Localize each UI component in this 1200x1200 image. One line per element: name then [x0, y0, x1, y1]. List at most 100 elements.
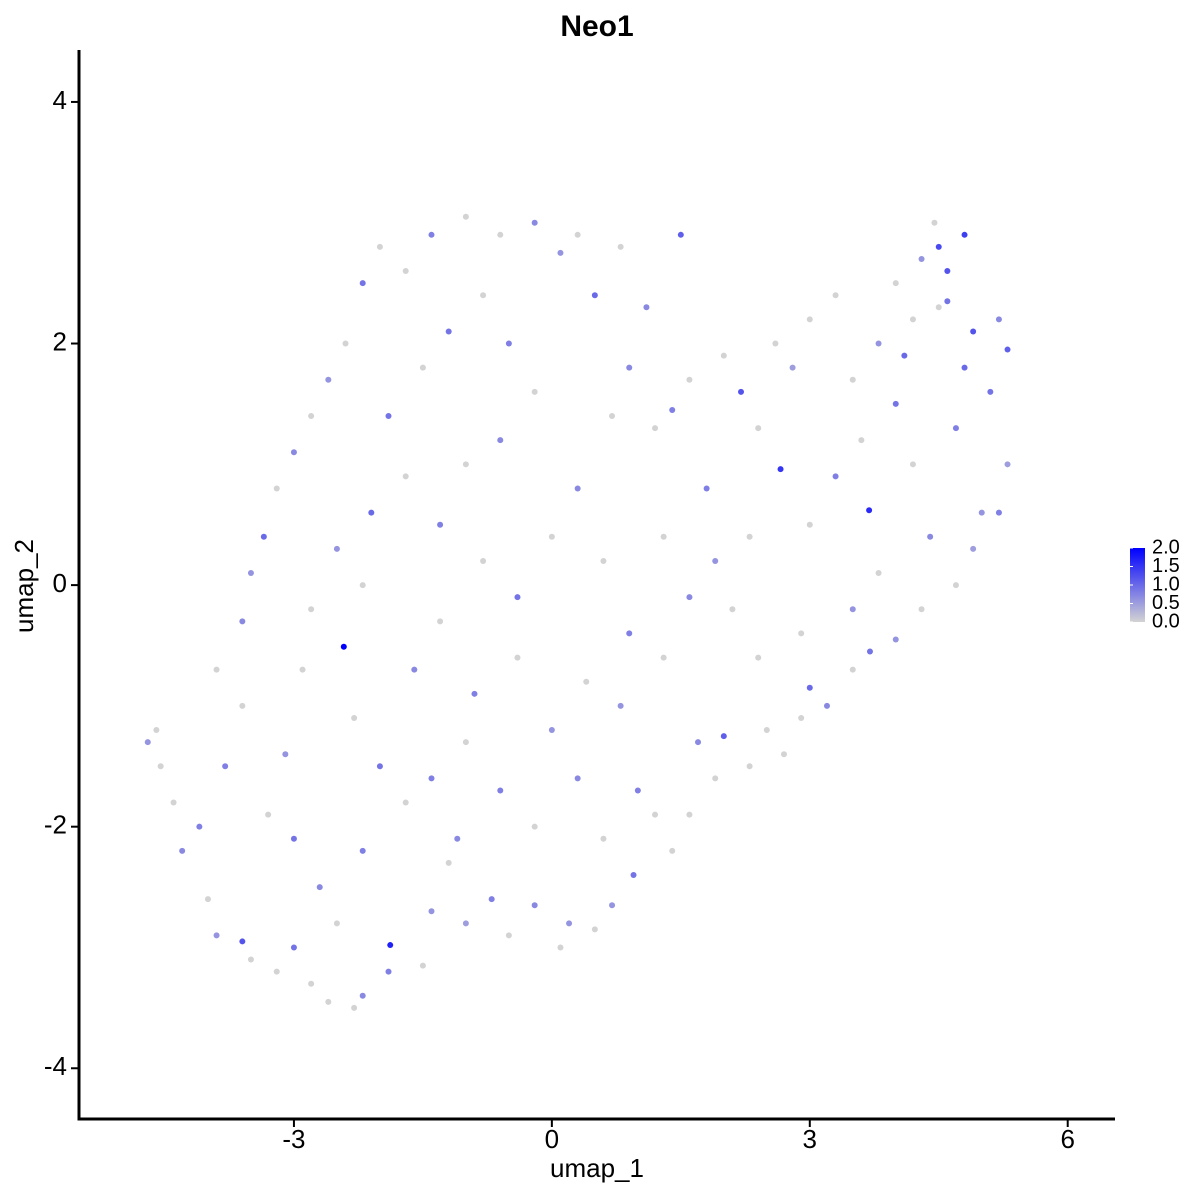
point: [514, 654, 521, 661]
point: [617, 243, 624, 250]
point: [652, 425, 659, 432]
point: [970, 328, 977, 335]
point: [333, 545, 340, 552]
point: [153, 727, 160, 734]
point: [626, 630, 633, 637]
chart-title: Neo1: [560, 10, 633, 43]
point: [777, 466, 784, 473]
point: [832, 292, 839, 299]
point: [316, 884, 323, 891]
point: [738, 388, 745, 395]
point: [351, 1004, 358, 1011]
y-tick-label: -2: [44, 810, 67, 840]
point: [557, 944, 564, 951]
point: [626, 364, 633, 371]
point: [265, 811, 272, 818]
point: [376, 243, 383, 250]
point: [798, 714, 805, 721]
point: [931, 219, 938, 226]
colorbar-tick-label: 1.5: [1152, 555, 1180, 577]
y-tick-label: 0: [53, 568, 67, 598]
point: [634, 787, 641, 794]
point: [514, 594, 521, 601]
x-tick-label: 6: [1060, 1124, 1074, 1154]
point: [1004, 346, 1011, 353]
point: [325, 376, 332, 383]
point: [247, 570, 254, 577]
point: [609, 902, 616, 909]
point: [927, 533, 934, 540]
point: [669, 847, 676, 854]
point: [204, 896, 211, 903]
point: [695, 739, 702, 746]
point: [376, 763, 383, 770]
point: [961, 231, 968, 238]
point: [660, 533, 667, 540]
point: [574, 485, 581, 492]
point: [600, 835, 607, 842]
point: [340, 643, 347, 650]
point: [609, 412, 616, 419]
point: [531, 902, 538, 909]
point: [462, 920, 469, 927]
point: [273, 968, 280, 975]
point: [411, 666, 418, 673]
point: [944, 268, 951, 275]
point: [995, 509, 1002, 516]
point: [308, 412, 315, 419]
point: [239, 618, 246, 625]
point: [445, 328, 452, 335]
point: [746, 533, 753, 540]
point: [970, 545, 977, 552]
point: [720, 352, 727, 359]
point: [454, 835, 461, 842]
point: [780, 751, 787, 758]
point: [462, 739, 469, 746]
point: [428, 908, 435, 915]
colorbar-tick-label: 1.0: [1152, 573, 1180, 595]
point: [290, 835, 297, 842]
point: [359, 847, 366, 854]
x-tick-label: 3: [803, 1124, 817, 1154]
point: [385, 412, 392, 419]
point: [445, 859, 452, 866]
point: [875, 570, 882, 577]
point: [798, 630, 805, 637]
point: [755, 654, 762, 661]
point: [806, 316, 813, 323]
point: [978, 509, 985, 516]
point: [763, 727, 770, 734]
point: [849, 666, 856, 673]
point: [918, 255, 925, 262]
point: [359, 992, 366, 999]
x-axis-label: umap_1: [550, 1153, 644, 1183]
point: [935, 304, 942, 311]
y-tick-label: 2: [53, 326, 67, 356]
point: [471, 690, 478, 697]
point: [488, 896, 495, 903]
point: [591, 926, 598, 933]
point: [987, 388, 994, 395]
point: [359, 582, 366, 589]
point: [892, 400, 899, 407]
point: [574, 775, 581, 782]
point: [196, 823, 203, 830]
point: [712, 557, 719, 564]
point: [531, 388, 538, 395]
point: [909, 461, 916, 468]
point: [746, 763, 753, 770]
point: [290, 449, 297, 456]
point: [892, 636, 899, 643]
point: [669, 406, 676, 413]
point: [437, 618, 444, 625]
point: [170, 799, 177, 806]
point: [583, 678, 590, 685]
point: [480, 292, 487, 299]
point: [157, 763, 164, 770]
point: [260, 533, 267, 540]
point: [497, 231, 504, 238]
point: [686, 811, 693, 818]
point: [686, 594, 693, 601]
point: [385, 968, 392, 975]
point: [1004, 461, 1011, 468]
